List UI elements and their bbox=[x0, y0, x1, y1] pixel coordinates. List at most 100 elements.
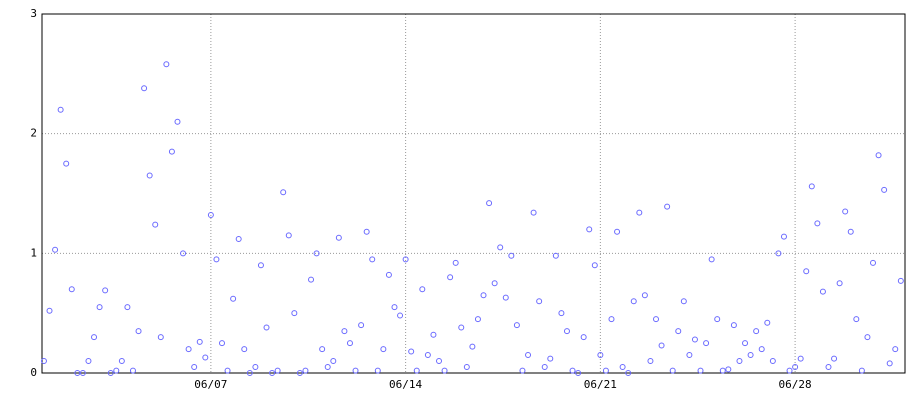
point bbox=[658, 342, 665, 349]
point bbox=[424, 352, 431, 359]
point bbox=[725, 366, 732, 373]
point bbox=[858, 367, 865, 374]
point bbox=[52, 246, 59, 253]
point bbox=[736, 358, 743, 365]
point bbox=[764, 319, 771, 326]
point bbox=[803, 268, 810, 275]
point bbox=[714, 316, 721, 323]
point bbox=[680, 298, 687, 305]
point bbox=[847, 228, 854, 235]
point bbox=[669, 367, 676, 374]
point bbox=[625, 370, 632, 376]
x-tick-label: 06/07 bbox=[194, 378, 227, 391]
point bbox=[168, 148, 175, 155]
point bbox=[57, 106, 64, 113]
point bbox=[269, 370, 276, 376]
point bbox=[708, 256, 715, 263]
point bbox=[174, 118, 181, 125]
point bbox=[129, 367, 136, 374]
point bbox=[458, 324, 465, 331]
point bbox=[780, 233, 787, 240]
point bbox=[474, 316, 481, 323]
point bbox=[241, 346, 248, 353]
point bbox=[647, 358, 654, 365]
point bbox=[686, 352, 693, 359]
point bbox=[480, 292, 487, 299]
x-tick-label: 06/28 bbox=[779, 378, 812, 391]
point bbox=[747, 352, 754, 359]
point bbox=[525, 352, 532, 359]
y-tick-label: 0 bbox=[30, 366, 37, 379]
point bbox=[146, 172, 153, 179]
point bbox=[191, 364, 198, 371]
point bbox=[419, 286, 426, 293]
point bbox=[441, 367, 448, 374]
point bbox=[363, 228, 370, 235]
point bbox=[380, 346, 387, 353]
point bbox=[102, 287, 109, 294]
point bbox=[436, 358, 443, 365]
point bbox=[641, 292, 648, 299]
x-tick-label: 06/14 bbox=[389, 378, 422, 391]
point bbox=[413, 367, 420, 374]
point bbox=[886, 360, 893, 367]
point bbox=[808, 183, 815, 190]
point bbox=[141, 85, 148, 92]
point bbox=[786, 367, 793, 374]
point bbox=[519, 367, 526, 374]
point bbox=[163, 61, 170, 68]
point bbox=[463, 364, 470, 371]
point bbox=[508, 252, 515, 259]
point bbox=[452, 259, 459, 266]
point bbox=[831, 355, 838, 362]
point bbox=[330, 358, 337, 365]
point bbox=[224, 367, 231, 374]
point bbox=[552, 252, 559, 259]
point bbox=[296, 370, 303, 376]
point bbox=[614, 228, 621, 235]
point bbox=[742, 340, 749, 347]
point bbox=[118, 358, 125, 365]
point bbox=[875, 152, 882, 159]
point bbox=[558, 310, 565, 317]
point bbox=[541, 364, 548, 371]
point bbox=[753, 328, 760, 335]
point bbox=[107, 370, 114, 376]
point bbox=[730, 322, 737, 329]
point bbox=[769, 358, 776, 365]
point bbox=[897, 277, 904, 284]
point bbox=[346, 340, 353, 347]
point bbox=[202, 354, 209, 361]
point bbox=[358, 322, 365, 329]
point bbox=[792, 364, 799, 371]
point bbox=[68, 286, 75, 293]
point bbox=[697, 367, 704, 374]
point bbox=[152, 221, 159, 228]
point bbox=[597, 352, 604, 359]
point bbox=[274, 367, 281, 374]
point bbox=[402, 256, 409, 263]
point bbox=[586, 226, 593, 233]
point bbox=[853, 316, 860, 323]
point bbox=[608, 316, 615, 323]
point bbox=[636, 209, 643, 216]
point bbox=[235, 235, 242, 242]
point bbox=[530, 209, 537, 216]
point bbox=[185, 346, 192, 353]
point bbox=[374, 367, 381, 374]
point bbox=[819, 288, 826, 295]
point bbox=[703, 340, 710, 347]
point bbox=[257, 262, 264, 269]
point bbox=[91, 334, 98, 341]
point bbox=[547, 355, 554, 362]
point bbox=[653, 316, 660, 323]
point bbox=[46, 307, 53, 314]
point bbox=[569, 367, 576, 374]
point bbox=[502, 294, 509, 301]
point bbox=[280, 189, 287, 196]
point bbox=[219, 340, 226, 347]
point bbox=[319, 346, 326, 353]
point bbox=[385, 271, 392, 278]
point bbox=[408, 348, 415, 355]
point bbox=[536, 298, 543, 305]
